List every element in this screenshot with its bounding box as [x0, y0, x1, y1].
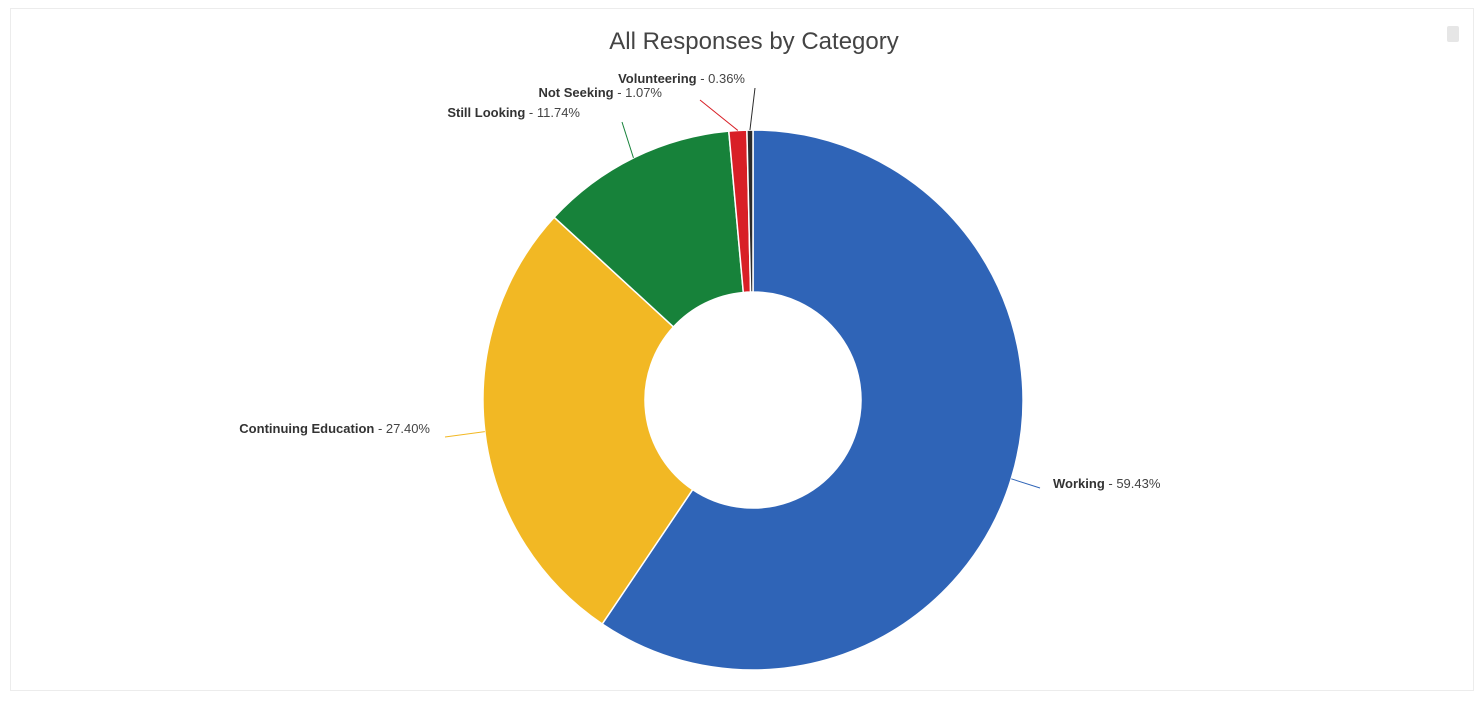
leader-lines-group — [444, 87, 1041, 489]
slice-working[interactable] — [601, 129, 1024, 671]
data-label-not-seeking: Not Seeking - 1.07% — [538, 85, 662, 100]
slices-group — [482, 129, 1024, 671]
chart-title: All Responses by Category — [609, 28, 899, 55]
slice-still-looking[interactable] — [553, 130, 745, 328]
slice-volunteering[interactable] — [746, 129, 754, 293]
chart-menu-icon[interactable] — [1447, 26, 1459, 42]
leader-line-volunteering — [749, 87, 756, 131]
leader-line-continuing-education — [444, 431, 485, 438]
leader-line-working — [1011, 478, 1041, 489]
data-label-continuing-education: Continuing Education - 27.40% — [239, 421, 430, 436]
data-label-volunteering: Volunteering - 0.36% — [618, 71, 745, 86]
data-label-still-looking: Still Looking - 11.74% — [447, 105, 580, 120]
labels-group: Working - 59.43% Continuing Education - 2… — [239, 71, 1161, 491]
data-label-working: Working - 59.43% — [1053, 476, 1161, 491]
leader-line-still-looking — [621, 121, 634, 159]
leader-line-not-seeking — [699, 99, 739, 131]
slice-continuing-education[interactable] — [482, 216, 694, 626]
